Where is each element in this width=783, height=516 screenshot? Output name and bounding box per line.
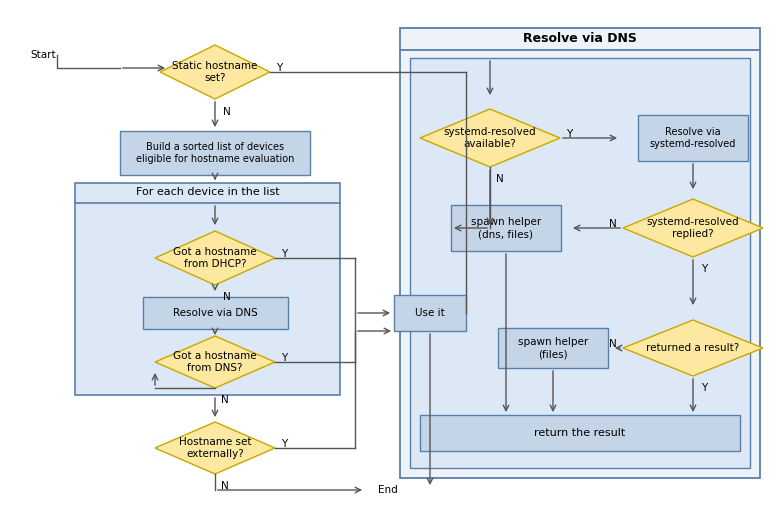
Text: Y: Y: [566, 129, 572, 139]
FancyBboxPatch shape: [498, 328, 608, 368]
Text: Y: Y: [281, 249, 287, 259]
Text: N: N: [609, 339, 617, 349]
FancyBboxPatch shape: [120, 131, 310, 175]
Text: N: N: [221, 395, 229, 405]
Text: Y: Y: [701, 264, 707, 274]
Text: systemd-resolved
available?: systemd-resolved available?: [444, 127, 536, 149]
Text: Hostname set
externally?: Hostname set externally?: [179, 437, 251, 459]
FancyBboxPatch shape: [75, 183, 340, 395]
Text: End: End: [378, 485, 398, 495]
FancyBboxPatch shape: [420, 415, 740, 451]
Text: Got a hostname
from DHCP?: Got a hostname from DHCP?: [173, 247, 257, 269]
Polygon shape: [155, 231, 275, 285]
Text: N: N: [221, 481, 229, 491]
Text: spawn helper
(files): spawn helper (files): [518, 337, 588, 359]
Text: N: N: [223, 292, 231, 302]
Text: Resolve via DNS: Resolve via DNS: [523, 33, 637, 45]
Text: N: N: [609, 219, 617, 229]
FancyBboxPatch shape: [638, 115, 748, 161]
Text: spawn helper
(dns, files): spawn helper (dns, files): [471, 217, 541, 239]
FancyBboxPatch shape: [394, 295, 466, 331]
Polygon shape: [160, 45, 270, 99]
Text: Build a sorted list of devices
eligible for hostname evaluation: Build a sorted list of devices eligible …: [135, 142, 294, 164]
FancyBboxPatch shape: [143, 297, 287, 329]
Text: For each device in the list: For each device in the list: [135, 187, 280, 197]
Text: return the result: return the result: [534, 428, 626, 438]
FancyBboxPatch shape: [451, 205, 561, 251]
Text: Y: Y: [276, 63, 282, 73]
FancyBboxPatch shape: [400, 28, 760, 478]
Text: Use it: Use it: [415, 308, 445, 318]
Polygon shape: [623, 320, 763, 376]
Text: Y: Y: [701, 383, 707, 393]
Text: Start: Start: [30, 50, 56, 60]
Text: Y: Y: [281, 439, 287, 449]
Text: Resolve via DNS: Resolve via DNS: [172, 308, 258, 318]
Text: N: N: [496, 174, 503, 184]
Text: N: N: [223, 107, 231, 117]
Text: Resolve via
systemd-resolved: Resolve via systemd-resolved: [650, 127, 736, 149]
Text: returned a result?: returned a result?: [647, 343, 740, 353]
Polygon shape: [420, 109, 560, 167]
Text: Got a hostname
from DNS?: Got a hostname from DNS?: [173, 351, 257, 373]
Polygon shape: [623, 199, 763, 257]
Polygon shape: [155, 336, 275, 388]
FancyBboxPatch shape: [410, 58, 750, 468]
Text: Y: Y: [281, 353, 287, 363]
Text: Static hostname
set?: Static hostname set?: [172, 61, 258, 83]
Polygon shape: [155, 422, 275, 474]
Text: systemd-resolved
replied?: systemd-resolved replied?: [647, 217, 739, 239]
